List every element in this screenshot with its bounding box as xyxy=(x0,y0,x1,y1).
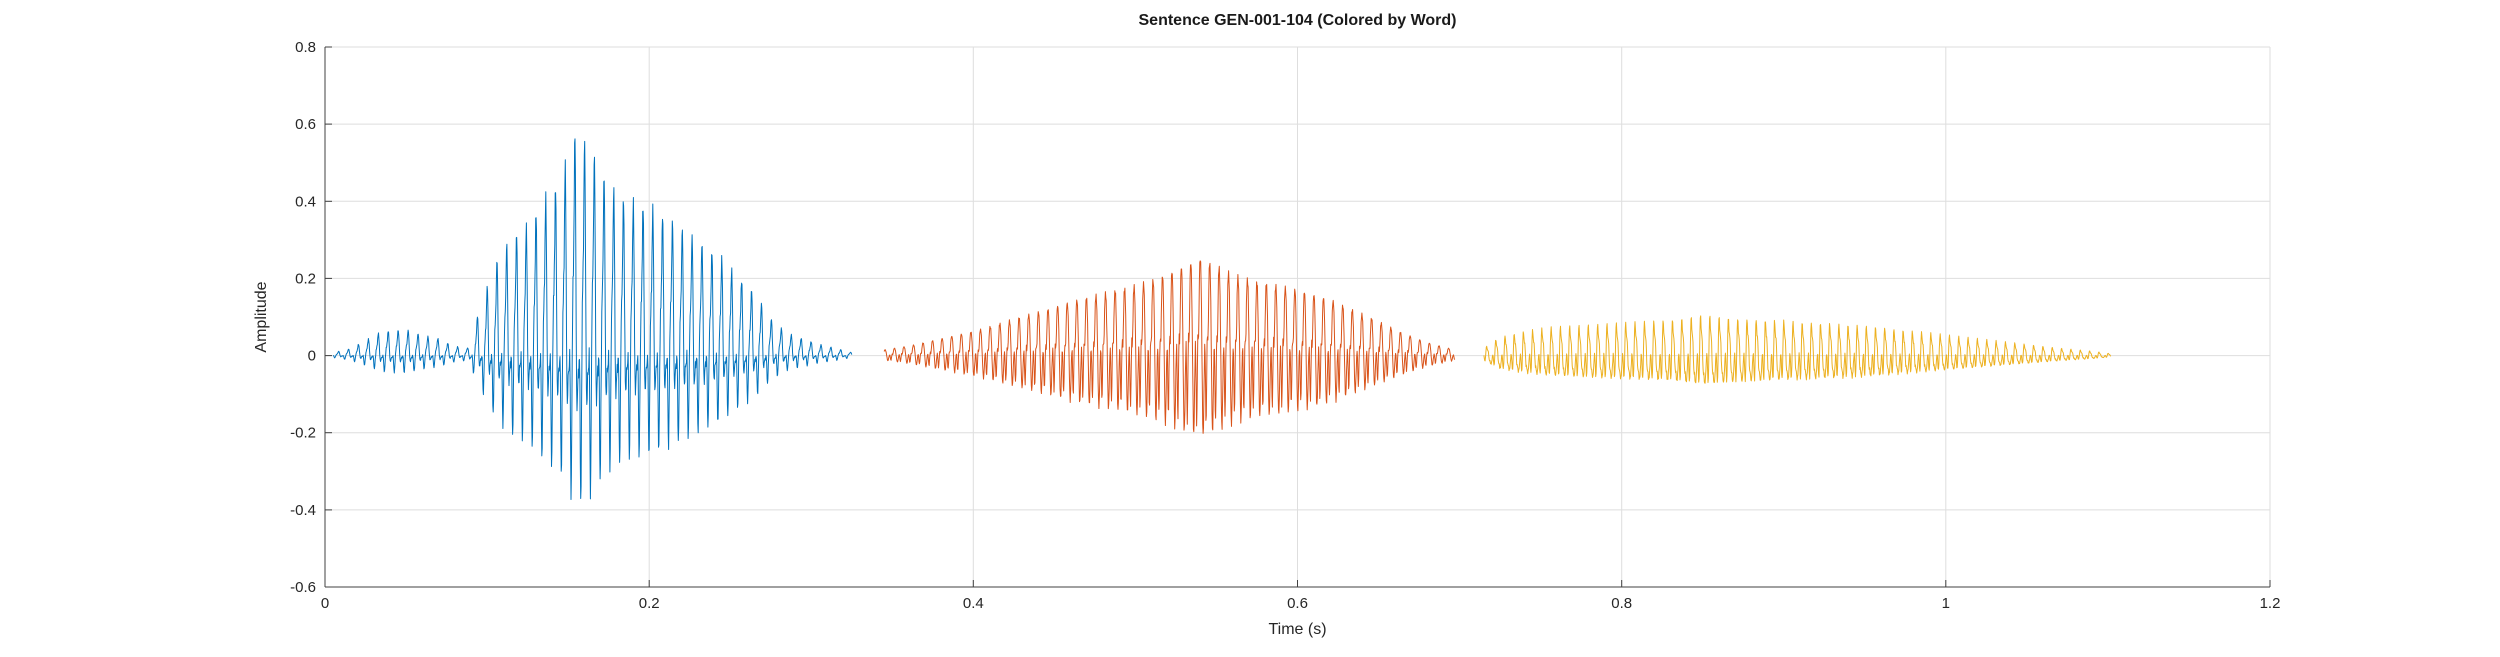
y-tick-label: -0.2 xyxy=(290,425,316,442)
x-tick-label: 1.2 xyxy=(2260,595,2281,612)
x-tick-label: 0 xyxy=(321,595,329,612)
x-tick-label: 0.4 xyxy=(963,595,984,612)
y-tick-label: -0.4 xyxy=(290,502,316,519)
waveform-word-1 xyxy=(332,138,853,500)
y-tick-label: 0.2 xyxy=(295,270,316,287)
y-axis-label: Amplitude xyxy=(253,281,270,353)
y-tick-label: 0.8 xyxy=(295,39,316,56)
x-axis-label: Time (s) xyxy=(1268,621,1327,638)
x-tick-label: 0.8 xyxy=(1611,595,1632,612)
x-tick-label: 0.2 xyxy=(639,595,660,612)
x-tick-label: 1 xyxy=(1942,595,1950,612)
chart-title: Sentence GEN-001-104 (Colored by Word) xyxy=(1138,12,1457,29)
y-tick-label: 0.4 xyxy=(295,193,316,210)
y-tick-label: 0 xyxy=(308,348,316,365)
waveform-word-2 xyxy=(883,260,1456,434)
y-tick-label: -0.6 xyxy=(290,579,316,596)
waveform-word-3 xyxy=(1483,315,2112,384)
y-tick-label: 0.6 xyxy=(295,116,316,133)
x-tick-label: 0.6 xyxy=(1287,595,1308,612)
